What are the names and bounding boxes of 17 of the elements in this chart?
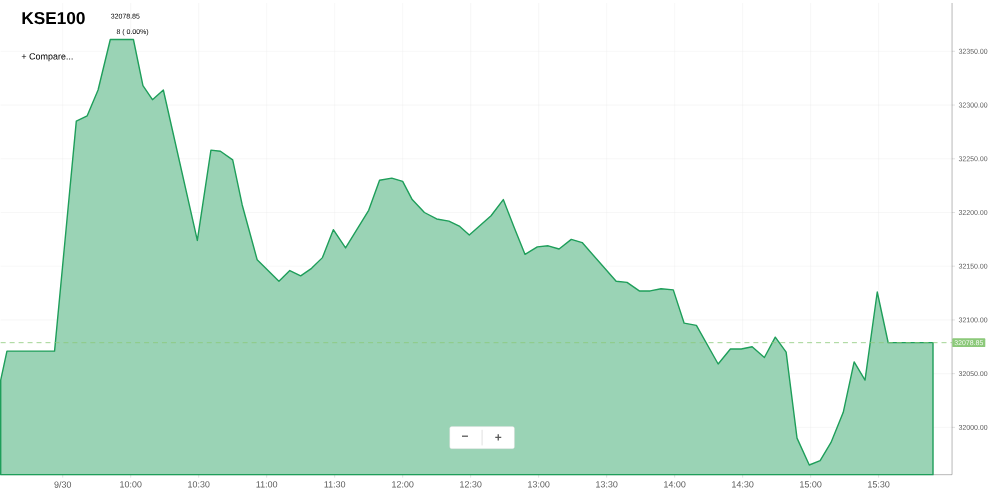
annotation: − [461,435,468,438]
x-tick-label: 15:00 [800,481,822,488]
chart-title: KSE100 [22,12,85,25]
x-tick-label: 14:00 [664,481,686,488]
x-tick-label: 12:30 [460,481,482,488]
x-tick-label: 11:30 [324,481,346,488]
x-tick-label: 12:00 [392,481,414,488]
annotation: + Compare... [21,53,73,62]
x-tick-label: 15:30 [868,481,890,488]
x-tick-label: 13:30 [596,481,618,488]
annotation: + [495,434,502,441]
x-tick-label: 14:30 [732,481,754,488]
x-tick-label: 11:00 [256,481,278,488]
x-tick-label: 10:30 [188,481,210,488]
x-tick-label: 10:00 [120,481,142,488]
x-tick-label: 9/30 [54,481,72,488]
x-tick-label: 13:00 [528,481,550,488]
